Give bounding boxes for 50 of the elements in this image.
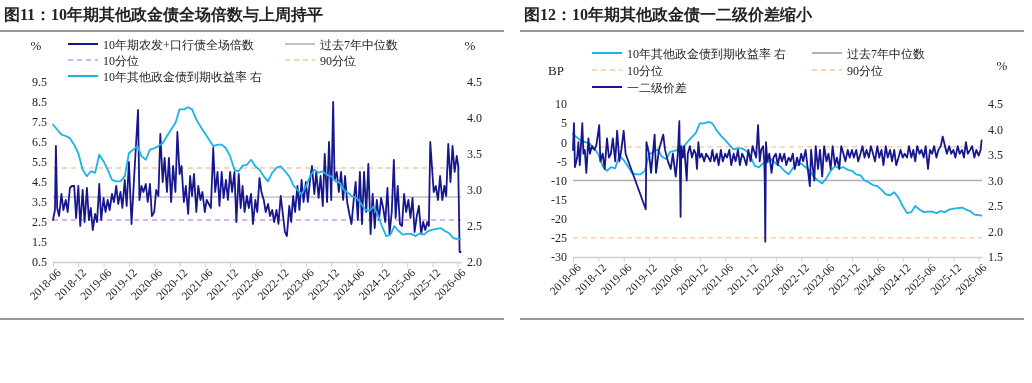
y-tick-label: 0 — [561, 135, 567, 150]
y-tick-label: 1.5 — [32, 235, 47, 250]
y2-tick-label: 2.0 — [988, 224, 1003, 239]
y2-tick-label: 3.5 — [467, 147, 482, 162]
y-tick-label: 9.5 — [32, 75, 47, 90]
y-tick-label: -5 — [557, 154, 567, 169]
line-series — [572, 120, 983, 243]
y-tick-label: -20 — [551, 212, 567, 227]
y-tick-label: -10 — [551, 173, 567, 188]
y-tick-label: 3.5 — [32, 195, 47, 210]
y-tick-label: 10 — [555, 97, 567, 112]
legend-label: 10年期农发+口行债全场倍数 — [103, 37, 254, 52]
y2-tick-label: 2.5 — [467, 219, 482, 234]
legend-label: 过去7年中位数 — [847, 46, 925, 61]
y-axis-title: BP — [548, 63, 564, 78]
legend-label: 一二级价差 — [627, 80, 687, 95]
legend-label: 过去7年中位数 — [320, 37, 398, 52]
y-tick-label: 2.5 — [32, 215, 47, 230]
y-tick-label: 8.5 — [32, 95, 47, 110]
chart-title: 图11：10年期其他政金债全场倍数与上周持平 — [4, 6, 324, 23]
y2-tick-label: 3.0 — [988, 173, 1003, 188]
y-axis-title: % — [30, 38, 42, 53]
y2-tick-label: 4.5 — [467, 75, 482, 90]
y-tick-label: 7.5 — [32, 115, 47, 130]
y2-tick-label: 4.0 — [988, 122, 1003, 137]
y-tick-label: 4.5 — [32, 175, 47, 190]
legend-label: 90分位 — [847, 63, 883, 78]
y-tick-label: 0.5 — [32, 255, 47, 270]
legend-label: 10年其他政金债到期收益率 右 — [627, 46, 786, 61]
y2-tick-label: 2.0 — [467, 255, 482, 270]
y2-tick-label: 2.5 — [988, 199, 1003, 214]
y2-tick-label: 3.5 — [988, 148, 1003, 163]
y2-axis-title: % — [996, 58, 1008, 73]
line-series — [572, 120, 983, 217]
y2-tick-label: 1.5 — [988, 250, 1003, 265]
legend-label: 10分位 — [627, 63, 663, 78]
legend-label: 10分位 — [103, 53, 139, 68]
y-tick-label: -30 — [551, 250, 567, 265]
legend-label: 90分位 — [320, 53, 356, 68]
y2-tick-label: 3.0 — [467, 183, 482, 198]
y2-tick-label: 4.5 — [988, 97, 1003, 112]
legend-label: 10年其他政金债到期收益率 右 — [103, 69, 262, 84]
y-tick-label: 5.5 — [32, 155, 47, 170]
y-tick-label: -25 — [551, 231, 567, 246]
y-tick-label: 5 — [561, 116, 567, 131]
chart-title: 图12：10年期其他政金债一二级价差缩小 — [524, 6, 813, 23]
y-tick-label: 6.5 — [32, 135, 47, 150]
y2-axis-title: % — [464, 38, 476, 53]
y-tick-label: -15 — [551, 192, 567, 207]
y2-tick-label: 4.0 — [467, 111, 482, 126]
